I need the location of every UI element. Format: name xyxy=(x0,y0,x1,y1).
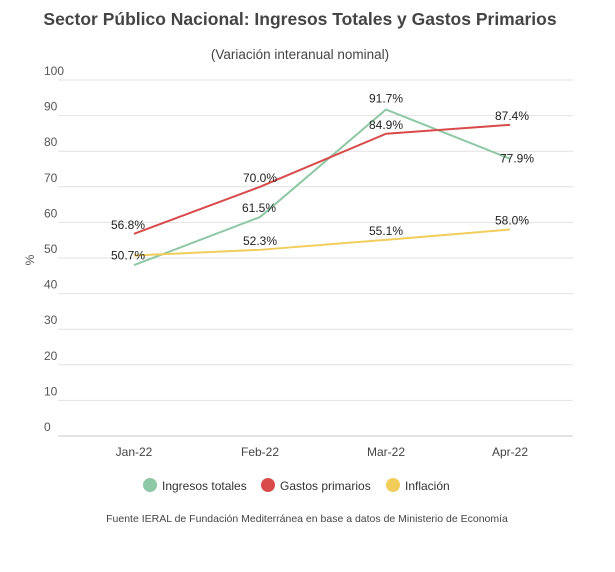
chart-subtitle: (Variación interanual nominal) xyxy=(211,47,389,62)
y-tick-label: 50 xyxy=(44,242,58,256)
gridlines xyxy=(58,79,573,437)
data-label: 56.8% xyxy=(111,218,145,232)
data-labels: 61.5% 91.7% 77.9% 56.8% 70.0% 84.9% 87.4% 50.7%… xyxy=(111,92,534,263)
legend-item-gastos-primarios: Gastos primarios xyxy=(261,478,371,493)
legend: Ingresos totales Gastos primarios Inflació… xyxy=(143,478,450,493)
legend-item-ingresos-totales: Ingresos totales xyxy=(143,478,247,493)
legend-swatch xyxy=(386,478,400,492)
y-tick-label: 40 xyxy=(44,278,58,292)
y-tick-label: 80 xyxy=(44,135,58,149)
y-tick-label: 90 xyxy=(44,100,58,114)
x-tick-label: Mar-22 xyxy=(367,445,405,459)
y-tick-label: 30 xyxy=(44,313,58,327)
y-axis-ticks: 0 10 20 30 40 50 60 70 80 90 100 xyxy=(44,64,64,434)
data-label: 58.0% xyxy=(495,214,529,228)
legend-item-inflacion: Inflación xyxy=(386,478,450,493)
legend-swatch xyxy=(261,478,275,492)
data-label: 50.7% xyxy=(111,249,145,263)
data-label: 55.1% xyxy=(369,224,403,238)
data-label: 87.4% xyxy=(495,109,529,123)
legend-swatch xyxy=(143,478,157,492)
y-tick-label: 100 xyxy=(44,64,64,78)
legend-label: Inflación xyxy=(405,479,450,493)
chart-title: Sector Público Nacional: Ingresos Totale… xyxy=(43,9,556,29)
x-tick-label: Feb-22 xyxy=(241,445,279,459)
y-tick-label: 20 xyxy=(44,349,58,363)
y-axis-label: % xyxy=(23,254,37,265)
legend-label: Gastos primarios xyxy=(280,479,371,493)
x-tick-label: Jan-22 xyxy=(116,445,153,459)
x-tick-label: Apr-22 xyxy=(492,445,528,459)
series-lines xyxy=(133,108,511,267)
series-line-inflacion xyxy=(133,228,511,257)
data-label: 70.0% xyxy=(243,171,277,185)
y-tick-label: 10 xyxy=(44,384,58,398)
x-axis-ticks: Jan-22 Feb-22 Mar-22 Apr-22 xyxy=(116,445,529,459)
data-label: 84.9% xyxy=(369,118,403,132)
y-tick-label: 60 xyxy=(44,206,58,220)
source-note: Fuente IERAL de Fundación Mediterránea e… xyxy=(106,513,508,525)
data-label: 61.5% xyxy=(242,201,276,215)
y-tick-label: 0 xyxy=(44,420,51,434)
y-tick-label: 70 xyxy=(44,171,58,185)
data-label: 91.7% xyxy=(369,92,403,106)
series-line-gastos-primarios xyxy=(133,123,511,235)
data-label: 52.3% xyxy=(243,234,277,248)
data-label: 77.9% xyxy=(500,152,534,166)
legend-label: Ingresos totales xyxy=(162,479,247,493)
series-line-ingresos-totales xyxy=(133,108,511,267)
